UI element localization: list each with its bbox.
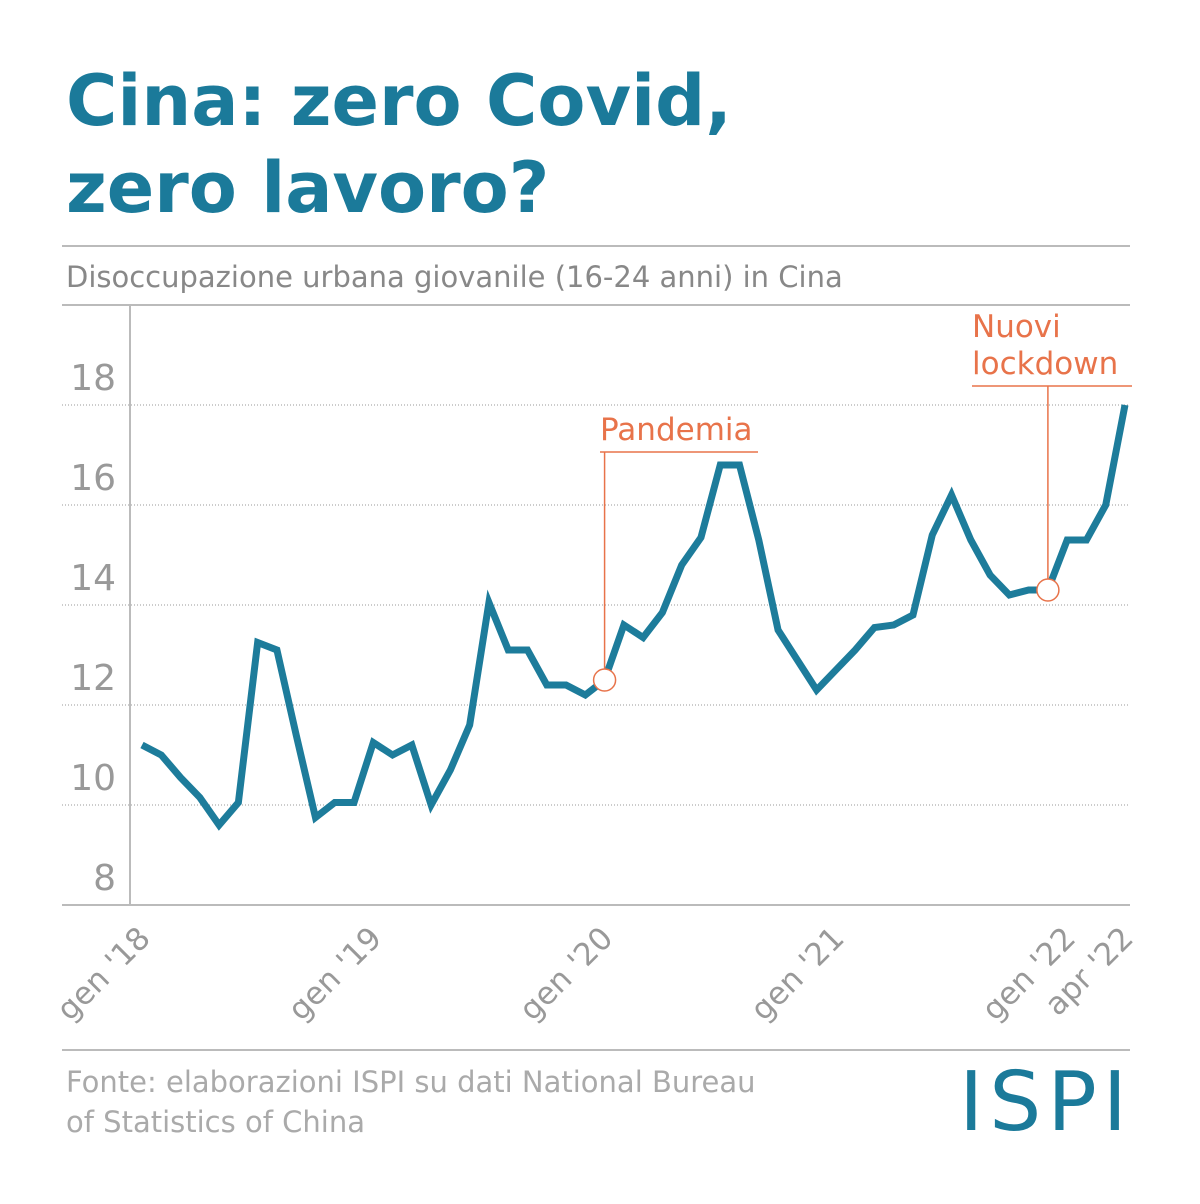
annotation: Pandemia bbox=[600, 412, 753, 448]
annotation-marker bbox=[1036, 578, 1060, 602]
y-tick-label: 18 bbox=[70, 358, 116, 399]
title: Cina: zero Covid, bbox=[66, 60, 732, 142]
subtitle: Disoccupazione urbana giovanile (16-24 a… bbox=[66, 260, 843, 294]
x-tick-label: gen '20 bbox=[513, 920, 621, 1028]
x-tick-label: gen '19 bbox=[281, 920, 389, 1028]
y-tick-label: 16 bbox=[70, 458, 116, 499]
x-tick-label: gen '21 bbox=[744, 920, 852, 1028]
annotation: Nuovi bbox=[972, 309, 1061, 345]
annotation-marker bbox=[592, 668, 617, 692]
y-tick-label: 12 bbox=[70, 658, 116, 699]
title: zero lavoro? bbox=[66, 147, 549, 229]
y-tick-label: 8 bbox=[93, 858, 116, 899]
source: Fonte: elaborazioni ISPI su dati Nationa… bbox=[66, 1065, 756, 1099]
source: of Statistics of China bbox=[66, 1105, 365, 1139]
logo: ISPI bbox=[959, 1055, 1133, 1150]
y-tick-label: 10 bbox=[70, 758, 116, 799]
line bbox=[140, 404, 1129, 831]
x-tick-label: gen '18 bbox=[50, 920, 158, 1028]
annotation: lockdown bbox=[972, 346, 1118, 382]
y-tick-label: 14 bbox=[70, 558, 116, 599]
